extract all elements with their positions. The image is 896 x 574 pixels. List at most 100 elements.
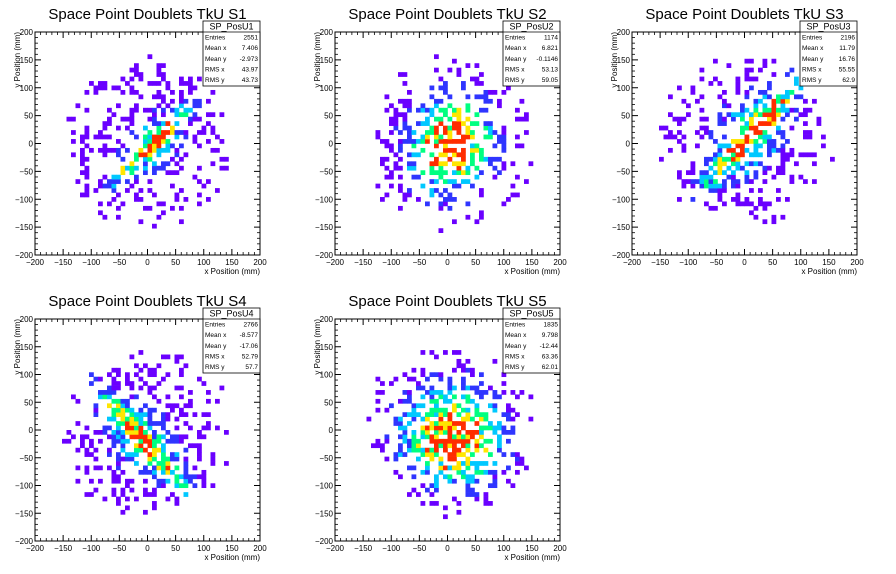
- x-tick-label: 100: [497, 544, 511, 553]
- heatmap-bin: [456, 152, 462, 158]
- heatmap-bin: [89, 438, 94, 444]
- heatmap-bin: [156, 94, 162, 100]
- heatmap-bin: [429, 492, 435, 497]
- heatmap-bin: [447, 412, 453, 417]
- y-tick-label: −50: [19, 454, 33, 463]
- heatmap-bin: [461, 376, 466, 382]
- heatmap-bin: [443, 125, 448, 131]
- heatmap-bin: [767, 85, 772, 91]
- heatmap-bin: [479, 394, 484, 400]
- heatmap-bin: [492, 394, 498, 400]
- heatmap-bin: [375, 438, 381, 444]
- heatmap-bin: [398, 398, 403, 404]
- heatmap-bin: [407, 192, 412, 198]
- heatmap-bin: [780, 214, 786, 220]
- stats-value: 1174: [544, 35, 558, 42]
- heatmap-bin: [731, 116, 736, 122]
- heatmap-bin: [510, 416, 516, 422]
- heatmap-bin: [129, 456, 135, 462]
- x-tick-label: −100: [82, 258, 101, 267]
- heatmap-bin: [515, 394, 520, 400]
- heatmap-bin: [465, 214, 471, 220]
- heatmap-bin: [134, 89, 139, 95]
- heatmap-bin: [393, 452, 399, 457]
- heatmap-bin: [219, 165, 225, 171]
- heatmap-bin: [161, 139, 166, 144]
- heatmap-bin: [174, 134, 180, 140]
- heatmap-bin: [143, 125, 148, 131]
- heatmap-bin: [492, 143, 498, 149]
- heatmap-bin: [474, 461, 480, 466]
- heatmap-bin: [107, 385, 112, 391]
- x-tick-label: −150: [354, 544, 373, 553]
- heatmap-bin: [201, 381, 207, 386]
- heatmap-bin: [107, 390, 112, 395]
- heatmap-bin: [398, 143, 403, 149]
- heatmap-bin: [461, 121, 466, 126]
- heatmap-bin: [456, 358, 462, 364]
- heatmap-bin: [488, 425, 493, 431]
- heatmap-bin: [713, 179, 718, 184]
- heatmap-bin: [434, 483, 439, 489]
- heatmap-bin: [771, 143, 777, 149]
- heatmap-bin: [147, 443, 153, 449]
- heatmap-bin: [713, 139, 718, 144]
- heatmap-bin: [465, 103, 471, 109]
- heatmap-bin: [420, 147, 426, 153]
- heatmap-bin: [107, 107, 112, 113]
- heatmap-bin: [161, 469, 166, 475]
- heatmap-bin: [156, 134, 162, 140]
- heatmap-bin: [89, 381, 94, 386]
- heatmap-bin: [107, 201, 112, 207]
- heatmap-bin: [156, 461, 162, 466]
- heatmap-bin: [470, 143, 475, 149]
- heatmap-bin: [183, 492, 189, 497]
- heatmap-bin: [411, 412, 417, 417]
- heatmap-bin: [479, 469, 484, 475]
- heatmap-bin: [389, 103, 394, 109]
- heatmap-bin: [371, 443, 376, 449]
- heatmap-bin: [398, 72, 403, 77]
- heatmap-bin: [179, 438, 184, 444]
- heatmap-bin: [416, 492, 421, 497]
- heatmap-bin: [134, 107, 139, 113]
- heatmap-bin: [699, 107, 705, 113]
- heatmap-bin: [116, 421, 121, 426]
- y-axis-label: y Position (mm): [13, 32, 22, 88]
- heatmap-bin: [71, 130, 76, 135]
- heatmap-bin: [722, 98, 727, 104]
- heatmap-bin: [116, 103, 121, 109]
- heatmap-bin: [776, 188, 781, 193]
- heatmap-bin: [380, 197, 385, 202]
- heatmap-bin: [492, 403, 498, 409]
- heatmap-bin: [425, 412, 430, 417]
- heatmap-bin: [461, 170, 466, 176]
- heatmap-bin: [731, 161, 736, 167]
- heatmap-bin: [771, 58, 777, 64]
- heatmap-bin: [758, 197, 763, 202]
- heatmap-bin: [393, 112, 399, 118]
- heatmap-bin: [125, 403, 130, 409]
- heatmap-bin: [456, 465, 462, 471]
- heatmap-bin: [111, 438, 117, 444]
- heatmap-bin: [434, 188, 439, 193]
- heatmap-bin: [447, 192, 453, 198]
- heatmap-bin: [152, 456, 157, 462]
- heatmap-bin: [429, 130, 435, 135]
- heatmap-bin: [465, 94, 471, 100]
- heatmap-bin: [447, 438, 453, 444]
- heatmap-bin: [420, 372, 426, 378]
- heatmap-bin: [197, 201, 202, 207]
- heatmap-bin: [147, 205, 153, 211]
- heatmap-bin: [515, 174, 520, 180]
- heatmap-bin: [80, 192, 85, 198]
- heatmap-bin: [134, 434, 139, 440]
- heatmap-bin: [438, 469, 444, 475]
- heatmap-bin: [398, 156, 403, 162]
- heatmap-bin: [474, 496, 480, 502]
- heatmap-bin: [389, 381, 394, 386]
- heatmap-bin: [501, 130, 507, 135]
- heatmap-bin: [402, 398, 408, 404]
- heatmap-bin: [776, 94, 781, 100]
- heatmap-bin: [438, 174, 444, 180]
